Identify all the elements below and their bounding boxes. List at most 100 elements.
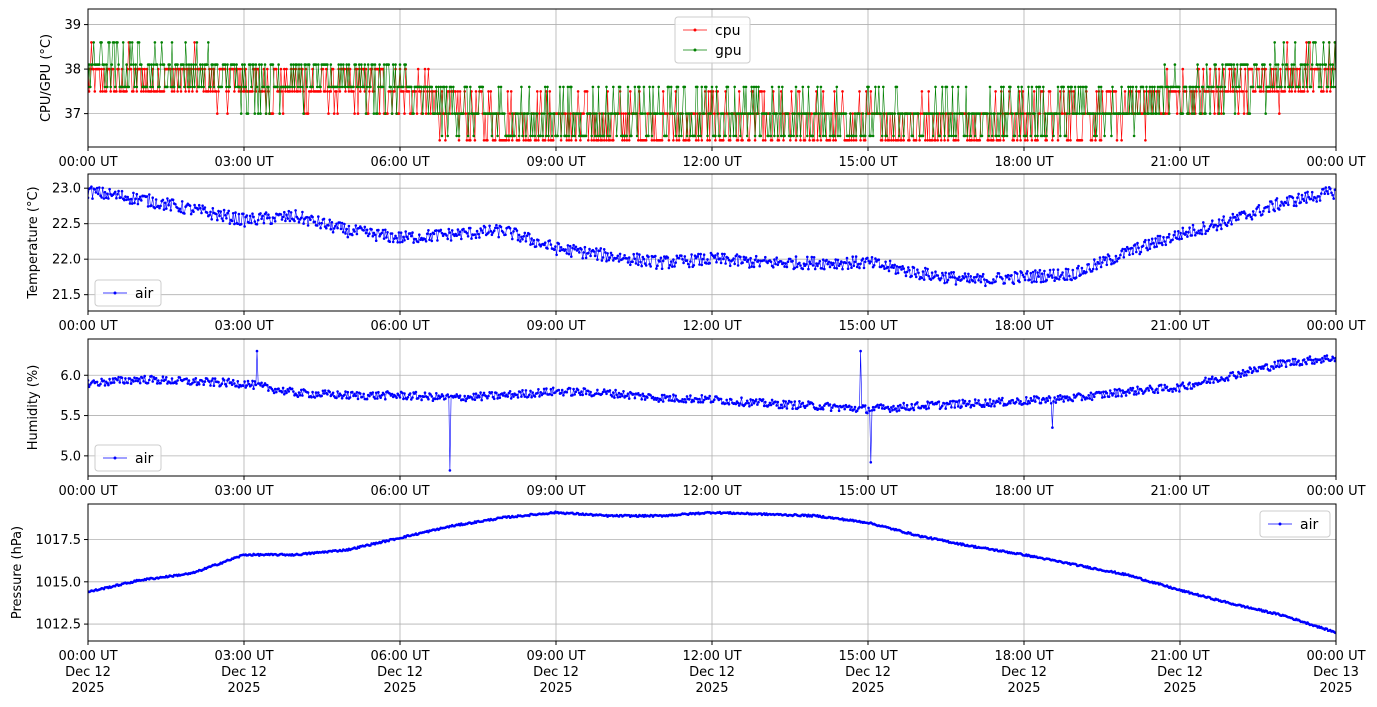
data-point: [667, 399, 671, 402]
data-point: [571, 394, 574, 397]
data-point: [1203, 379, 1206, 382]
data-point: [616, 254, 620, 258]
data-point: [509, 134, 513, 138]
data-point: [804, 112, 808, 115]
data-point: [754, 398, 758, 401]
data-point: [289, 211, 293, 214]
data-point: [1164, 243, 1168, 247]
data-point: [1332, 356, 1335, 360]
data-point: [714, 254, 717, 257]
data-point: [1321, 356, 1324, 360]
data-point: [1036, 134, 1039, 138]
data-point: [231, 67, 235, 71]
data-point: [754, 85, 758, 89]
data-point: [472, 134, 476, 138]
data-point: [287, 209, 291, 213]
data-point: [1165, 385, 1169, 389]
data-point: [439, 85, 443, 89]
data-point: [377, 228, 380, 232]
data-point: [344, 390, 347, 393]
data-point: [834, 112, 837, 115]
data-point: [1146, 386, 1149, 390]
data-point: [250, 85, 253, 89]
data-point: [172, 85, 176, 89]
data-point: [724, 90, 727, 93]
data-point: [437, 394, 440, 398]
data-point: [592, 112, 596, 115]
data-point: [885, 134, 888, 138]
data-point: [1211, 375, 1214, 379]
data-point: [462, 112, 465, 115]
data-point: [161, 198, 165, 202]
data-point: [374, 391, 378, 395]
data-point: [440, 90, 444, 93]
data-point: [1001, 134, 1004, 138]
data-point: [1207, 227, 1211, 231]
data-point: [733, 85, 736, 89]
data-point: [760, 90, 764, 93]
data-point: [1051, 139, 1054, 142]
x-tick-label: 21:00 UT: [1150, 319, 1209, 334]
data-point: [936, 139, 940, 142]
data-point: [762, 259, 766, 262]
data-point: [361, 395, 364, 399]
data-point: [997, 397, 1001, 400]
data-point: [384, 397, 387, 401]
data-point: [1144, 139, 1147, 142]
data-point: [469, 85, 472, 89]
data-point: [820, 267, 824, 270]
data-point: [833, 90, 836, 93]
data-point: [610, 112, 614, 115]
data-point: [697, 252, 700, 256]
data-point: [382, 393, 386, 396]
data-point: [619, 392, 623, 396]
data-point: [129, 382, 133, 385]
data-point: [256, 218, 260, 222]
data-point: [970, 139, 974, 142]
data-point: [625, 257, 629, 260]
data-point: [1052, 134, 1055, 138]
data-point: [1310, 63, 1314, 66]
data-point: [632, 392, 635, 396]
data-point: [119, 196, 123, 199]
data-point: [893, 263, 896, 267]
data-point: [200, 211, 203, 215]
data-point: [446, 393, 450, 396]
data-point: [1091, 112, 1095, 115]
data-point: [849, 263, 852, 266]
data-point: [1291, 357, 1295, 361]
data-point: [1310, 362, 1314, 365]
data-point: [992, 139, 995, 142]
data-point: [802, 262, 806, 266]
data-point: [1198, 90, 1202, 93]
data-point: [1215, 90, 1219, 93]
data-point: [479, 391, 482, 394]
data-point: [705, 262, 708, 265]
data-point: [1095, 134, 1098, 138]
data-point: [120, 85, 124, 89]
data-point: [1029, 134, 1033, 138]
data-point: [833, 134, 836, 138]
data-point: [339, 227, 343, 231]
data-point: [127, 85, 131, 89]
data-point: [934, 270, 937, 274]
data-point: [99, 90, 102, 93]
data-point: [1263, 63, 1266, 66]
data-point: [148, 193, 151, 196]
data-point: [827, 260, 831, 264]
data-point: [836, 134, 840, 138]
data-point: [1044, 112, 1047, 115]
data-point: [1310, 190, 1314, 194]
data-point: [912, 266, 916, 270]
data-point: [208, 67, 211, 71]
data-point: [285, 67, 288, 71]
data-point: [682, 400, 685, 404]
data-point: [997, 272, 1001, 275]
data-point: [1276, 359, 1280, 363]
data-point: [877, 258, 881, 262]
data-point: [362, 85, 366, 89]
data-point: [934, 85, 937, 89]
data-point: [837, 112, 841, 115]
data-point: [794, 85, 798, 89]
data-point: [1254, 90, 1257, 93]
